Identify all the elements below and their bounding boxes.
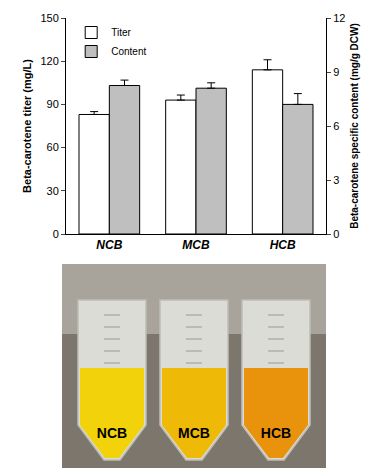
svg-text:Titer: Titer (111, 27, 131, 38)
svg-text:MCB: MCB (182, 238, 210, 252)
svg-text:Beta-carotene specific content: Beta-carotene specific content (mg/g DCW… (349, 23, 360, 229)
svg-text:12: 12 (333, 12, 345, 24)
svg-text:9: 9 (333, 66, 339, 78)
svg-text:Content: Content (111, 46, 146, 57)
svg-text:Beta-carotene titer (mg/L): Beta-carotene titer (mg/L) (21, 59, 33, 193)
svg-text:HCB: HCB (261, 425, 291, 441)
svg-text:90: 90 (47, 98, 59, 110)
svg-text:HCB: HCB (270, 238, 296, 252)
svg-text:30: 30 (47, 185, 59, 197)
svg-text:0: 0 (53, 228, 59, 240)
svg-text:0: 0 (333, 228, 339, 240)
svg-text:6: 6 (333, 120, 339, 132)
svg-text:MCB: MCB (178, 425, 210, 441)
svg-text:150: 150 (40, 12, 58, 24)
svg-text:120: 120 (40, 55, 58, 67)
svg-text:3: 3 (333, 174, 339, 186)
svg-text:60: 60 (47, 141, 59, 153)
svg-text:NCB: NCB (97, 425, 127, 441)
svg-text:NCB: NCB (96, 238, 122, 252)
